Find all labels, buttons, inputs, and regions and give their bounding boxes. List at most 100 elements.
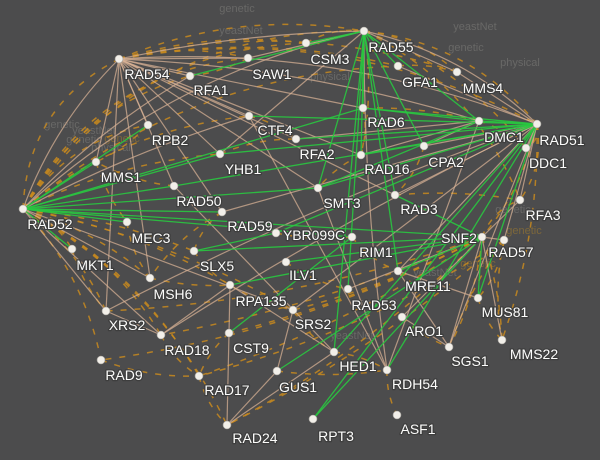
node-RAD16[interactable] [356, 150, 366, 160]
node-RAD55[interactable] [359, 26, 369, 36]
edge-physical-tan [118, 56, 538, 125]
node-RPA135[interactable] [225, 280, 235, 290]
node-GUS1[interactable] [272, 366, 282, 376]
node-MKT1[interactable] [67, 244, 77, 254]
node-RPB2[interactable] [143, 120, 153, 130]
node-CSM3[interactable] [301, 38, 311, 48]
node-ILV1[interactable] [281, 257, 291, 267]
node-label-RAD24: RAD24 [232, 430, 277, 446]
node-CST9[interactable] [224, 328, 234, 338]
edge-coexpression-green [248, 115, 538, 125]
node-YBR099C[interactable] [271, 228, 281, 238]
node-CPA2[interactable] [419, 141, 429, 151]
node-RFA3[interactable] [515, 195, 525, 205]
node-label-RFA3: RFA3 [525, 207, 560, 223]
node-XRS2[interactable] [101, 306, 111, 316]
node-RAD18[interactable] [156, 330, 166, 340]
node-label-RAD3: RAD3 [400, 201, 438, 217]
edge-genetic-dashed [333, 351, 388, 371]
edge-coexpression-green [22, 208, 483, 238]
node-ASF1[interactable] [392, 410, 402, 420]
watermark-physical: physical [500, 57, 540, 69]
node-label-RPA135: RPA135 [235, 293, 286, 309]
edge-genetic-dashed [118, 46, 399, 67]
node-MUS81[interactable] [473, 293, 483, 303]
edge-physical-tan [248, 115, 388, 371]
edge-genetic-dashed [198, 239, 505, 377]
node-RDH54[interactable] [382, 365, 392, 375]
node-label-GUS1: GUS1 [279, 379, 317, 395]
node-label-RAD57: RAD57 [488, 244, 533, 260]
node-RAD17[interactable] [194, 371, 204, 381]
node-MMS1[interactable] [91, 157, 101, 167]
node-RAD57[interactable] [499, 235, 509, 245]
edge-coexpression-green [22, 208, 223, 213]
node-MRE11[interactable] [393, 266, 403, 276]
node-ARO1[interactable] [397, 312, 407, 322]
edge-physical-tan [22, 75, 191, 210]
node-RAD51[interactable] [532, 119, 542, 129]
node-DDC1[interactable] [521, 143, 531, 153]
edge-genetic-dashed [100, 236, 483, 361]
node-label-RAD54: RAD54 [124, 66, 169, 82]
edge-physical-tan [363, 30, 538, 125]
edge-coexpression-green [285, 236, 483, 263]
edge-coexpression-green [22, 187, 319, 210]
node-RAD53[interactable] [343, 284, 353, 294]
node-RIM1[interactable] [347, 232, 357, 242]
edge-physical-tan [118, 58, 297, 140]
node-RAD9[interactable] [96, 355, 106, 365]
edge-physical-tan [292, 123, 538, 311]
watermark-genetic: genetic [448, 42, 484, 54]
edge-genetic-dashed [22, 208, 294, 311]
node-HED1[interactable] [329, 347, 339, 357]
node-RFA2[interactable] [291, 134, 301, 144]
edge-physical-tan [118, 30, 365, 60]
node-RPT3[interactable] [308, 414, 318, 424]
node-label-RAD17: RAD17 [204, 382, 249, 398]
node-MMS4[interactable] [452, 67, 462, 77]
node-RFA1[interactable] [185, 71, 195, 81]
edge-physical-tan [118, 58, 362, 156]
node-MMS22[interactable] [497, 335, 507, 345]
edge-physical-tan [519, 123, 538, 201]
node-SRS2[interactable] [288, 305, 298, 315]
node-CTF4[interactable] [244, 111, 254, 121]
node-SLX5[interactable] [189, 246, 199, 256]
node-SNF2[interactable] [477, 232, 487, 242]
node-SMT3[interactable] [313, 183, 323, 193]
node-GFA1[interactable] [393, 61, 403, 71]
node-YHB1[interactable] [215, 149, 225, 159]
edge-genetic-dashed [448, 239, 505, 348]
edge-physical-tan [363, 30, 458, 73]
edge-coexpression-green [386, 123, 538, 371]
watermark-genetic: genetic [219, 3, 255, 15]
node-RAD54[interactable] [114, 54, 124, 64]
node-label-ARO1: ARO1 [405, 323, 443, 339]
node-label-RFA1: RFA1 [193, 82, 228, 98]
edge-genetic-dashed [276, 369, 388, 376]
node-DMC1[interactable] [474, 116, 484, 126]
node-RAD50[interactable] [169, 181, 179, 191]
edge-coexpression-green [228, 236, 353, 334]
edge-coexpression-green [193, 236, 483, 252]
edge-coexpression-green [276, 236, 483, 372]
edge-coexpression-green [312, 236, 483, 420]
edge-coexpression-green [317, 30, 365, 189]
node-SAW1[interactable] [243, 53, 253, 63]
node-MSH6[interactable] [145, 273, 155, 283]
node-RAD59[interactable] [217, 207, 227, 217]
edge-genetic-dashed [118, 23, 365, 60]
edge-genetic-dashed [394, 145, 425, 196]
edge-genetic-dashed [22, 57, 249, 210]
node-RAD3[interactable] [390, 190, 400, 200]
node-MEC3[interactable] [122, 217, 132, 227]
node-RAD24[interactable] [222, 420, 232, 430]
node-SGS1[interactable] [444, 342, 454, 352]
edge-genetic-dashed [198, 332, 230, 377]
node-RAD52[interactable] [18, 204, 28, 214]
node-RAD6[interactable] [358, 103, 368, 113]
node-label-RPT3: RPT3 [318, 428, 354, 444]
